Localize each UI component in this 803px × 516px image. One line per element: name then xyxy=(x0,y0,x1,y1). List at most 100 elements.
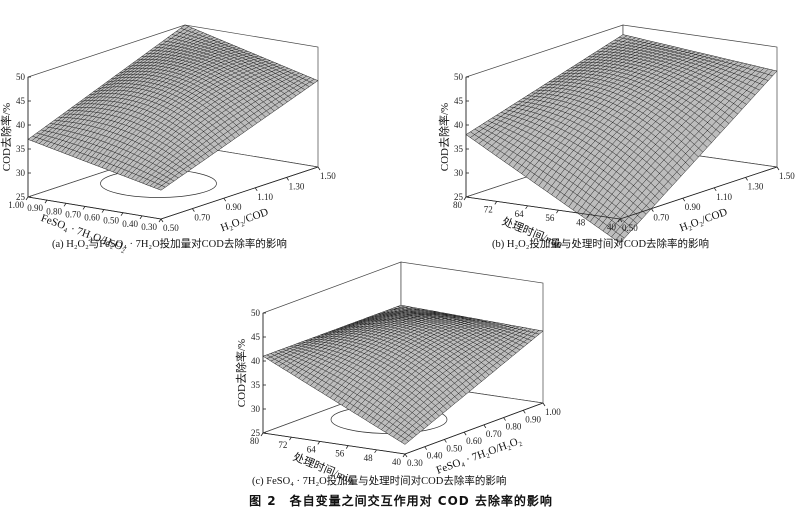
x-tick-mark xyxy=(82,206,86,210)
x-tick-mark xyxy=(63,203,67,207)
z-tick-label: 35 xyxy=(454,144,464,154)
response-surface xyxy=(262,304,544,445)
x-tick-mark xyxy=(463,196,467,201)
x-tick-label: 48 xyxy=(576,218,586,228)
x-tick-mark xyxy=(317,441,321,445)
y-tick-label: 0.30 xyxy=(407,458,423,468)
y-tick-mark xyxy=(522,410,526,414)
x-tick-mark xyxy=(120,212,124,216)
y-tick-label: 0.70 xyxy=(653,213,669,223)
y-tick-mark xyxy=(463,431,467,436)
y-tick-label: 0.60 xyxy=(466,436,482,446)
z-tick-label: 25 xyxy=(16,192,26,202)
x-tick-mark xyxy=(289,436,292,441)
caption-b: (b) H₂O₂投加量与处理时间对COD去除率的影响 xyxy=(492,237,709,250)
y-tick-label: 0.40 xyxy=(427,451,443,461)
z-tick-label: 25 xyxy=(454,192,464,202)
y-tick-label: 0.50 xyxy=(446,443,462,453)
y-tick-label: 0.70 xyxy=(486,429,502,439)
z-axis-label: COD去除率/% xyxy=(437,103,451,171)
x-tick-label: 72 xyxy=(278,440,287,450)
x-tick-mark xyxy=(101,209,105,213)
y-tick-mark xyxy=(444,439,447,443)
z-tick-label: 40 xyxy=(16,120,26,130)
y-tick-mark xyxy=(619,218,623,223)
x-tick-label: 80 xyxy=(453,200,463,210)
y-tick-mark xyxy=(713,187,717,192)
x-tick-mark xyxy=(260,432,264,437)
y-tick-label: 1.00 xyxy=(545,407,561,417)
y-tick-mark xyxy=(192,208,195,212)
z-tick-label: 40 xyxy=(251,356,261,366)
z-tick-label: 35 xyxy=(251,380,261,390)
x-tick-label: 40 xyxy=(607,222,617,232)
y-tick-label: 0.80 xyxy=(506,422,522,432)
y-axis-line xyxy=(404,402,544,455)
y-tick-mark xyxy=(682,197,686,202)
y-tick-label: 1.10 xyxy=(716,192,732,202)
z-axis-label: COD去除率/% xyxy=(234,339,248,407)
y-tick-mark xyxy=(223,197,227,202)
z-tick-label: 45 xyxy=(16,96,26,106)
x-tick-mark xyxy=(345,445,349,449)
x-tick-mark xyxy=(374,449,377,454)
y-axis-line xyxy=(619,166,778,220)
surface-fill xyxy=(466,34,777,243)
y-tick-label: 0.70 xyxy=(194,213,210,223)
y-tick-label: 1.10 xyxy=(257,192,273,202)
x-tick-label: 0.30 xyxy=(141,222,157,232)
x-tick-label: 0.60 xyxy=(84,213,100,223)
x-tick-label: 0.80 xyxy=(46,206,62,216)
x-tick-label: 64 xyxy=(307,444,317,454)
x-tick-label: 0.40 xyxy=(122,219,138,229)
z-tick-label: 45 xyxy=(454,96,464,106)
x-axis-line xyxy=(27,196,162,220)
y-tick-mark xyxy=(503,417,506,421)
x-tick-mark xyxy=(139,215,143,220)
x-tick-mark xyxy=(158,218,162,223)
figure-title: 图 2 各自变量之间交互作用对 COD 去除率的影响 xyxy=(249,493,553,508)
x-tick-label: 0.50 xyxy=(103,216,119,226)
x-tick-label: 72 xyxy=(484,204,493,214)
x-axis-line xyxy=(465,196,621,220)
surface-fill xyxy=(263,305,543,445)
y-tick-label: 0.50 xyxy=(622,223,638,233)
y-tick-label: 0.90 xyxy=(226,202,242,212)
x-tick-label: 0.70 xyxy=(65,209,81,219)
x-tick-mark xyxy=(25,196,29,201)
x-tick-label: 1.00 xyxy=(8,200,24,210)
z-tick-label: 30 xyxy=(454,168,464,178)
y-tick-mark xyxy=(745,177,748,181)
x-tick-mark xyxy=(556,209,559,214)
y-tick-mark xyxy=(254,187,258,192)
caption-c: (c) FeSO₄ · 7H₂O投加量与处理时间对COD去除率的影响 xyxy=(252,474,506,487)
x-tick-mark xyxy=(586,214,590,218)
z-tick-label: 35 xyxy=(16,144,26,154)
z-tick-label: 50 xyxy=(16,72,26,82)
x-tick-mark xyxy=(44,199,48,204)
y-tick-mark xyxy=(483,424,487,429)
z-tick-label: 50 xyxy=(454,72,464,82)
z-tick-label: 30 xyxy=(16,168,26,178)
caption-a: (a) H₂O₂与FeSO₄ · 7H₂O投加量对COD去除率的影响 xyxy=(52,237,287,250)
x-tick-label: 0.90 xyxy=(27,203,43,213)
z-tick-label: 50 xyxy=(251,308,261,318)
y-tick-mark xyxy=(424,446,428,450)
x-tick-label: 56 xyxy=(335,449,345,459)
x-tick-label: 48 xyxy=(364,453,374,463)
x-tick-label: 40 xyxy=(392,457,402,467)
y-tick-label: 1.50 xyxy=(320,171,336,181)
response-surface xyxy=(465,34,778,244)
y-tick-mark xyxy=(651,208,654,212)
z-tick-label: 30 xyxy=(251,404,261,414)
x-tick-mark xyxy=(525,205,528,210)
y-tick-label: 1.30 xyxy=(289,181,305,191)
y-tick-label: 0.90 xyxy=(525,414,541,424)
y-tick-label: 1.50 xyxy=(779,171,795,181)
z-tick-label: 40 xyxy=(454,120,464,130)
x-tick-mark xyxy=(402,453,406,458)
y-tick-label: 1.30 xyxy=(748,181,764,191)
